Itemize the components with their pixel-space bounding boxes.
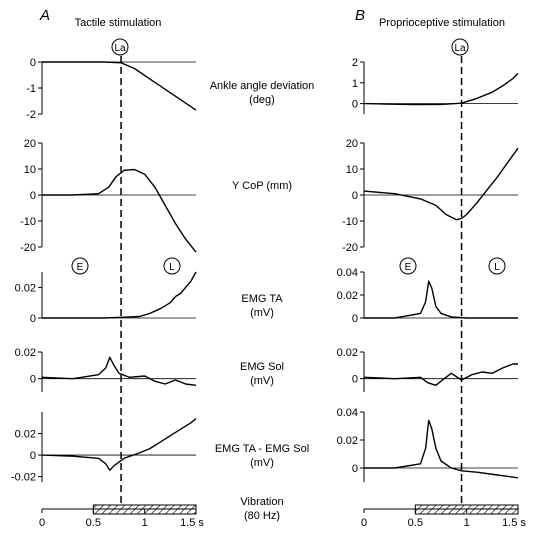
panel-a-sol-tick-label: 0 — [30, 374, 36, 386]
panel-a-sol-trace — [41, 356, 197, 386]
panel-b-l-marker: L — [494, 262, 500, 273]
label-vib-1: Vibration — [240, 496, 283, 508]
panel-b-angle-tick-label: 1 — [352, 78, 358, 90]
label-angle-2: (deg) — [249, 94, 275, 106]
panel-b-x-tick-label: 0.5 — [408, 517, 423, 529]
panel-b-diff-tick-label: 0.02 — [337, 435, 358, 447]
panel-a-ta-tick-label: 0 — [30, 313, 36, 325]
panel-a-angle-tick-label: -1 — [26, 83, 36, 95]
panel-a-x-tick-label: 0.5 — [86, 517, 101, 529]
panel-a-ta-tick-label: 0.02 — [15, 282, 36, 294]
panel-a-diff-trace — [41, 417, 197, 471]
panel-a-e-marker: E — [77, 262, 84, 273]
panel-a-cop-tick-label: 20 — [24, 138, 36, 150]
panel-a-cop-tick-label: -10 — [20, 216, 36, 228]
label-vib-2: (80 Hz) — [244, 510, 280, 522]
panel-a-la-circle — [111, 38, 129, 56]
panel-a-title: Tactile stimulation — [75, 17, 162, 29]
panel-a-e-circle — [71, 257, 89, 275]
label-cop: Y CoP (mm) — [232, 180, 292, 192]
panel-a-letter: A — [39, 7, 50, 24]
panel-a-x-tick-label: 1 — [142, 517, 148, 529]
panel-a-diff-tick-label: -0.02 — [11, 472, 36, 484]
panel-b-diff-tick-label: 0 — [352, 463, 358, 475]
panel-b-sol-tick-label: 0 — [352, 374, 358, 386]
panel-a-la-marker: La — [114, 43, 126, 54]
panel-a-angle-tick-label: -2 — [26, 109, 36, 121]
panel-b-angle-tick-label: 0 — [352, 99, 358, 111]
panel-b-la-marker: La — [454, 43, 466, 54]
panel-b-x-tick-label: 1.5 s — [502, 517, 526, 529]
panel-b-sol-trace — [363, 363, 518, 386]
panel-b-x-tick-label: 1 — [464, 517, 470, 529]
panel-a-cop-tick-label: 10 — [24, 164, 36, 176]
panel-b-title: Proprioceptive stimulation — [379, 17, 505, 29]
panel-a-l-marker: L — [169, 262, 175, 273]
panel-a-angle-trace — [42, 61, 197, 111]
label-ta-2: (mV) — [250, 307, 274, 319]
panel-b-letter: B — [355, 7, 365, 24]
panel-b-cop-tick-label: 20 — [346, 138, 358, 150]
label-angle-1: Ankle angle deviation — [210, 80, 315, 92]
panel-b-cop-tick-label: -20 — [342, 242, 358, 254]
panel-b-ta-trace — [364, 280, 518, 319]
panel-b-la-circle — [451, 38, 469, 56]
panel-b-cop-trace — [363, 147, 519, 221]
panel-b-diff-tick-label: 0.04 — [337, 407, 358, 419]
panel-b-sol-tick-label: 0.02 — [337, 347, 358, 359]
panel-a-x-tick-label: 1.5 s — [180, 517, 204, 529]
panel-b-cop-tick-label: 0 — [352, 190, 358, 202]
panel-b-diff-trace — [364, 419, 519, 479]
panel-a-diff-tick-label: 0 — [30, 450, 36, 462]
label-sol-1: EMG Sol — [240, 361, 284, 373]
panel-b-ta-tick-label: 0.04 — [337, 267, 358, 279]
panel-b-cop-tick-label: -10 — [342, 216, 358, 228]
panel-a-l-circle — [163, 257, 181, 275]
panel-b-e-circle — [399, 257, 417, 275]
panel-a-cop-tick-label: 0 — [30, 190, 36, 202]
label-diff-2: (mV) — [250, 457, 274, 469]
panel-b-ta-tick-label: 0.02 — [337, 290, 358, 302]
panel-b-ta-tick-label: 0 — [352, 313, 358, 325]
panel-b-angle-trace — [363, 72, 519, 106]
panel-a-x-tick-label: 0 — [39, 517, 45, 529]
panel-b-cop-tick-label: 10 — [346, 164, 358, 176]
label-diff-1: EMG TA - EMG Sol — [215, 443, 309, 455]
label-sol-2: (mV) — [250, 375, 274, 387]
panel-b-x-tick-label: 0 — [361, 517, 367, 529]
panel-a-ta-trace — [42, 271, 197, 319]
panel-a-sol-tick-label: 0.02 — [15, 347, 36, 359]
label-ta-1: EMG TA — [241, 293, 283, 305]
panel-b-e-marker: E — [405, 262, 412, 273]
panel-a-cop-tick-label: -20 — [20, 242, 36, 254]
panel-a-diff-tick-label: 0.02 — [15, 429, 36, 441]
panel-a-cop-trace — [42, 168, 197, 253]
panel-b-l-circle — [488, 257, 506, 275]
panel-a-angle-tick-label: 0 — [30, 57, 36, 69]
panel-b-angle-tick-label: 2 — [352, 57, 358, 69]
